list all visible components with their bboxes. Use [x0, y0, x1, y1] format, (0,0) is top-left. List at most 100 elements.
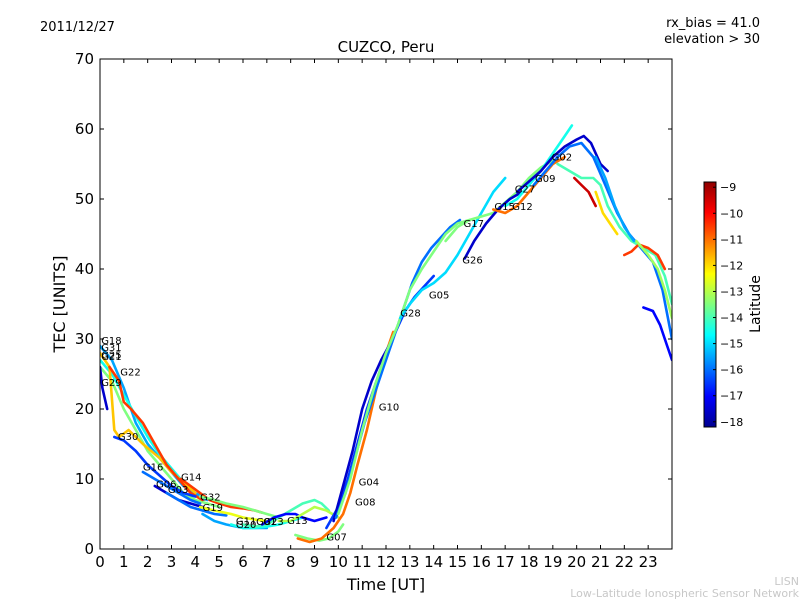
colorbar-tick-label: −18	[720, 416, 743, 429]
satellite-label-g25: G25	[101, 351, 121, 362]
y-tick-label: 10	[75, 470, 94, 488]
satellite-label-g08: G08	[355, 498, 375, 509]
chart-title: CUZCO, Peru	[338, 38, 435, 56]
satellite-label-g02: G02	[552, 153, 572, 164]
series-line-g05	[399, 176, 507, 320]
x-tick-label: 23	[639, 553, 658, 571]
satellite-label-g10: G10	[379, 402, 399, 413]
series-line-g10	[332, 341, 393, 523]
colorbar-tick-label: −17	[720, 390, 743, 403]
x-axis-label: Time [UT]	[346, 575, 425, 594]
series-line-g02b	[573, 176, 597, 208]
watermark-subtitle: Low-Latitude Ionospheric Sensor Network	[570, 587, 799, 600]
x-tick-label: 9	[310, 553, 320, 571]
series-line-g22	[108, 365, 204, 502]
rx-bias-label: rx_bias = 41.0	[666, 16, 760, 31]
y-axis: 0 10 20 30 40 50 60 70	[75, 50, 672, 558]
series-line-g23	[260, 512, 328, 526]
series-line-g-late5	[594, 155, 636, 243]
x-tick-label: 16	[472, 553, 491, 571]
x-tick-label: 3	[167, 553, 177, 571]
series-line-g16	[141, 470, 202, 505]
x-tick-label: 11	[353, 553, 372, 571]
satellite-label-g06: G06	[156, 479, 176, 490]
x-tick-label: 8	[286, 553, 296, 571]
satellite-label-g14: G14	[181, 472, 201, 483]
satellite-label-g23: G23	[263, 517, 283, 528]
x-tick-label: 5	[214, 553, 224, 571]
x-tick-label: 18	[519, 553, 538, 571]
satellite-label-g20: G20	[236, 520, 256, 531]
x-tick-label: 7	[262, 553, 272, 571]
y-tick-label: 60	[75, 120, 94, 138]
series-line-g07	[294, 523, 345, 542]
series-line-g03	[165, 491, 228, 517]
satellite-label-g18: G18	[101, 336, 121, 347]
series-line-g29	[100, 365, 221, 509]
x-tick-label: 4	[191, 553, 201, 571]
series-line-g-late4	[642, 306, 672, 362]
series-line-g13	[277, 505, 340, 523]
satellite-label-g29: G29	[101, 378, 121, 389]
colorbar-tick-label: −13	[720, 285, 743, 298]
colorbar-tick-label: −16	[720, 364, 743, 377]
x-tick-label: 10	[329, 553, 348, 571]
satellite-label-g26: G26	[462, 255, 482, 266]
satellite-label-g12: G12	[512, 202, 532, 213]
x-tick-label: 0	[95, 553, 105, 571]
x-axis: 0 1 2 3 4 5 6 7 8 9 10 11 12 13 14 15 16 17 18 19 20 21 22 23	[95, 59, 658, 571]
satellite-label-g31: G31	[101, 343, 121, 354]
satellite-label-g17: G17	[464, 219, 484, 230]
satellite-label-g22: G22	[120, 367, 140, 378]
colorbar-tick-label: −14	[720, 312, 743, 325]
colorbar-tick-label: −12	[720, 259, 743, 272]
y-tick-label: 40	[75, 260, 94, 278]
y-tick-label: 20	[75, 400, 94, 418]
series-line-g-late1	[594, 190, 619, 236]
y-tick-label: 50	[75, 190, 94, 208]
x-tick-label: 22	[615, 553, 634, 571]
y-tick-label: 70	[75, 50, 94, 68]
x-tick-label: 21	[591, 553, 610, 571]
x-tick-label: 15	[448, 553, 467, 571]
satellite-label-g15: G15	[494, 202, 514, 213]
series-line-g32	[198, 495, 281, 519]
x-tick-label: 14	[424, 553, 443, 571]
x-tick-label: 19	[543, 553, 562, 571]
satellite-label-g09: G09	[535, 174, 555, 185]
series-line-g27	[515, 134, 609, 194]
y-axis-label: TEC [UNITS]	[50, 256, 69, 354]
satellite-label-g11: G11	[236, 517, 256, 528]
watermark-title: LISN	[774, 575, 799, 588]
colorbar-tick-label: −10	[720, 207, 743, 220]
colorbar-label: Latitude	[748, 275, 764, 333]
colorbar-tick-label: −15	[720, 338, 743, 351]
satellite-label-g32: G32	[200, 493, 220, 504]
series-line-g-late2	[623, 243, 667, 271]
satellite-label-g28: G28	[400, 309, 420, 320]
date-label: 2011/12/27	[40, 20, 115, 35]
satellite-label-g07: G07	[326, 533, 346, 544]
satellite-label-g30: G30	[118, 432, 138, 443]
series-line-g01	[241, 498, 331, 528]
x-tick-label: 6	[238, 553, 248, 571]
satellite-label-g21: G21	[101, 352, 121, 363]
satellite-label-g05: G05	[429, 290, 449, 301]
satellite-label-g13: G13	[287, 516, 307, 527]
series-line-g17	[444, 159, 555, 243]
x-tick-label: 17	[496, 553, 515, 571]
elevation-label: elevation > 30	[664, 32, 760, 47]
series-line-g30	[113, 435, 197, 498]
series-line-g19	[198, 505, 269, 523]
colorbar-ticks: −9 −10 −11 −12 −13 −14 −15 −16 −17 −18	[713, 181, 743, 429]
colorbar	[703, 181, 717, 428]
series-line-g18	[100, 344, 209, 502]
colorbar-tick-label: −9	[720, 181, 736, 194]
colorbar-tick-label: −11	[720, 233, 743, 246]
series-line-g31	[100, 365, 109, 411]
satellite-label-g03: G03	[168, 485, 188, 496]
satellite-label-g19: G19	[203, 503, 223, 514]
series-line-g02	[556, 162, 672, 306]
